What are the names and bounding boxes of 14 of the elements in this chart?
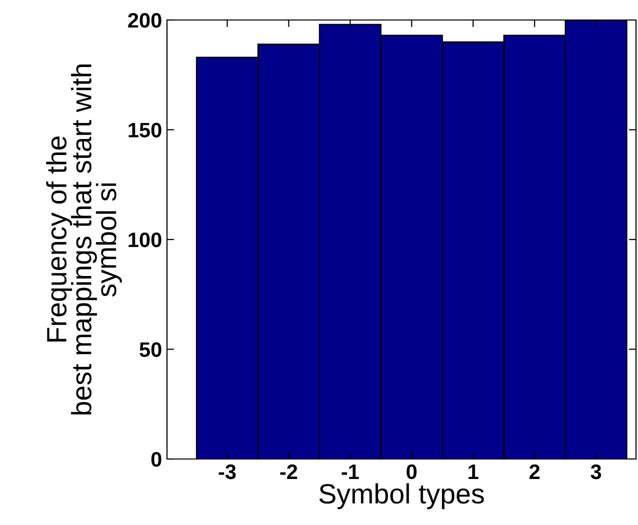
y-tick-label: 200 bbox=[128, 13, 162, 28]
y-tick-label: 50 bbox=[140, 342, 162, 358]
y-tick-label: 150 bbox=[128, 122, 162, 138]
y-axis-title: Frequency of the best mappings that start with symbol si bbox=[46, 64, 122, 414]
x-tick-label: -2 bbox=[280, 464, 298, 479]
x-tick-label: -3 bbox=[218, 464, 236, 480]
x-tick-label: 3 bbox=[590, 464, 602, 480]
y-tick-label: 100 bbox=[128, 232, 162, 248]
y-tick-label: 0 bbox=[151, 452, 162, 467]
x-axis-title: Symbol types bbox=[319, 483, 484, 510]
x-tick-label: 1 bbox=[468, 464, 478, 479]
x-tick-label: -1 bbox=[342, 464, 359, 479]
x-tick-label: 2 bbox=[530, 464, 540, 479]
x-tick-label: 0 bbox=[406, 464, 417, 480]
